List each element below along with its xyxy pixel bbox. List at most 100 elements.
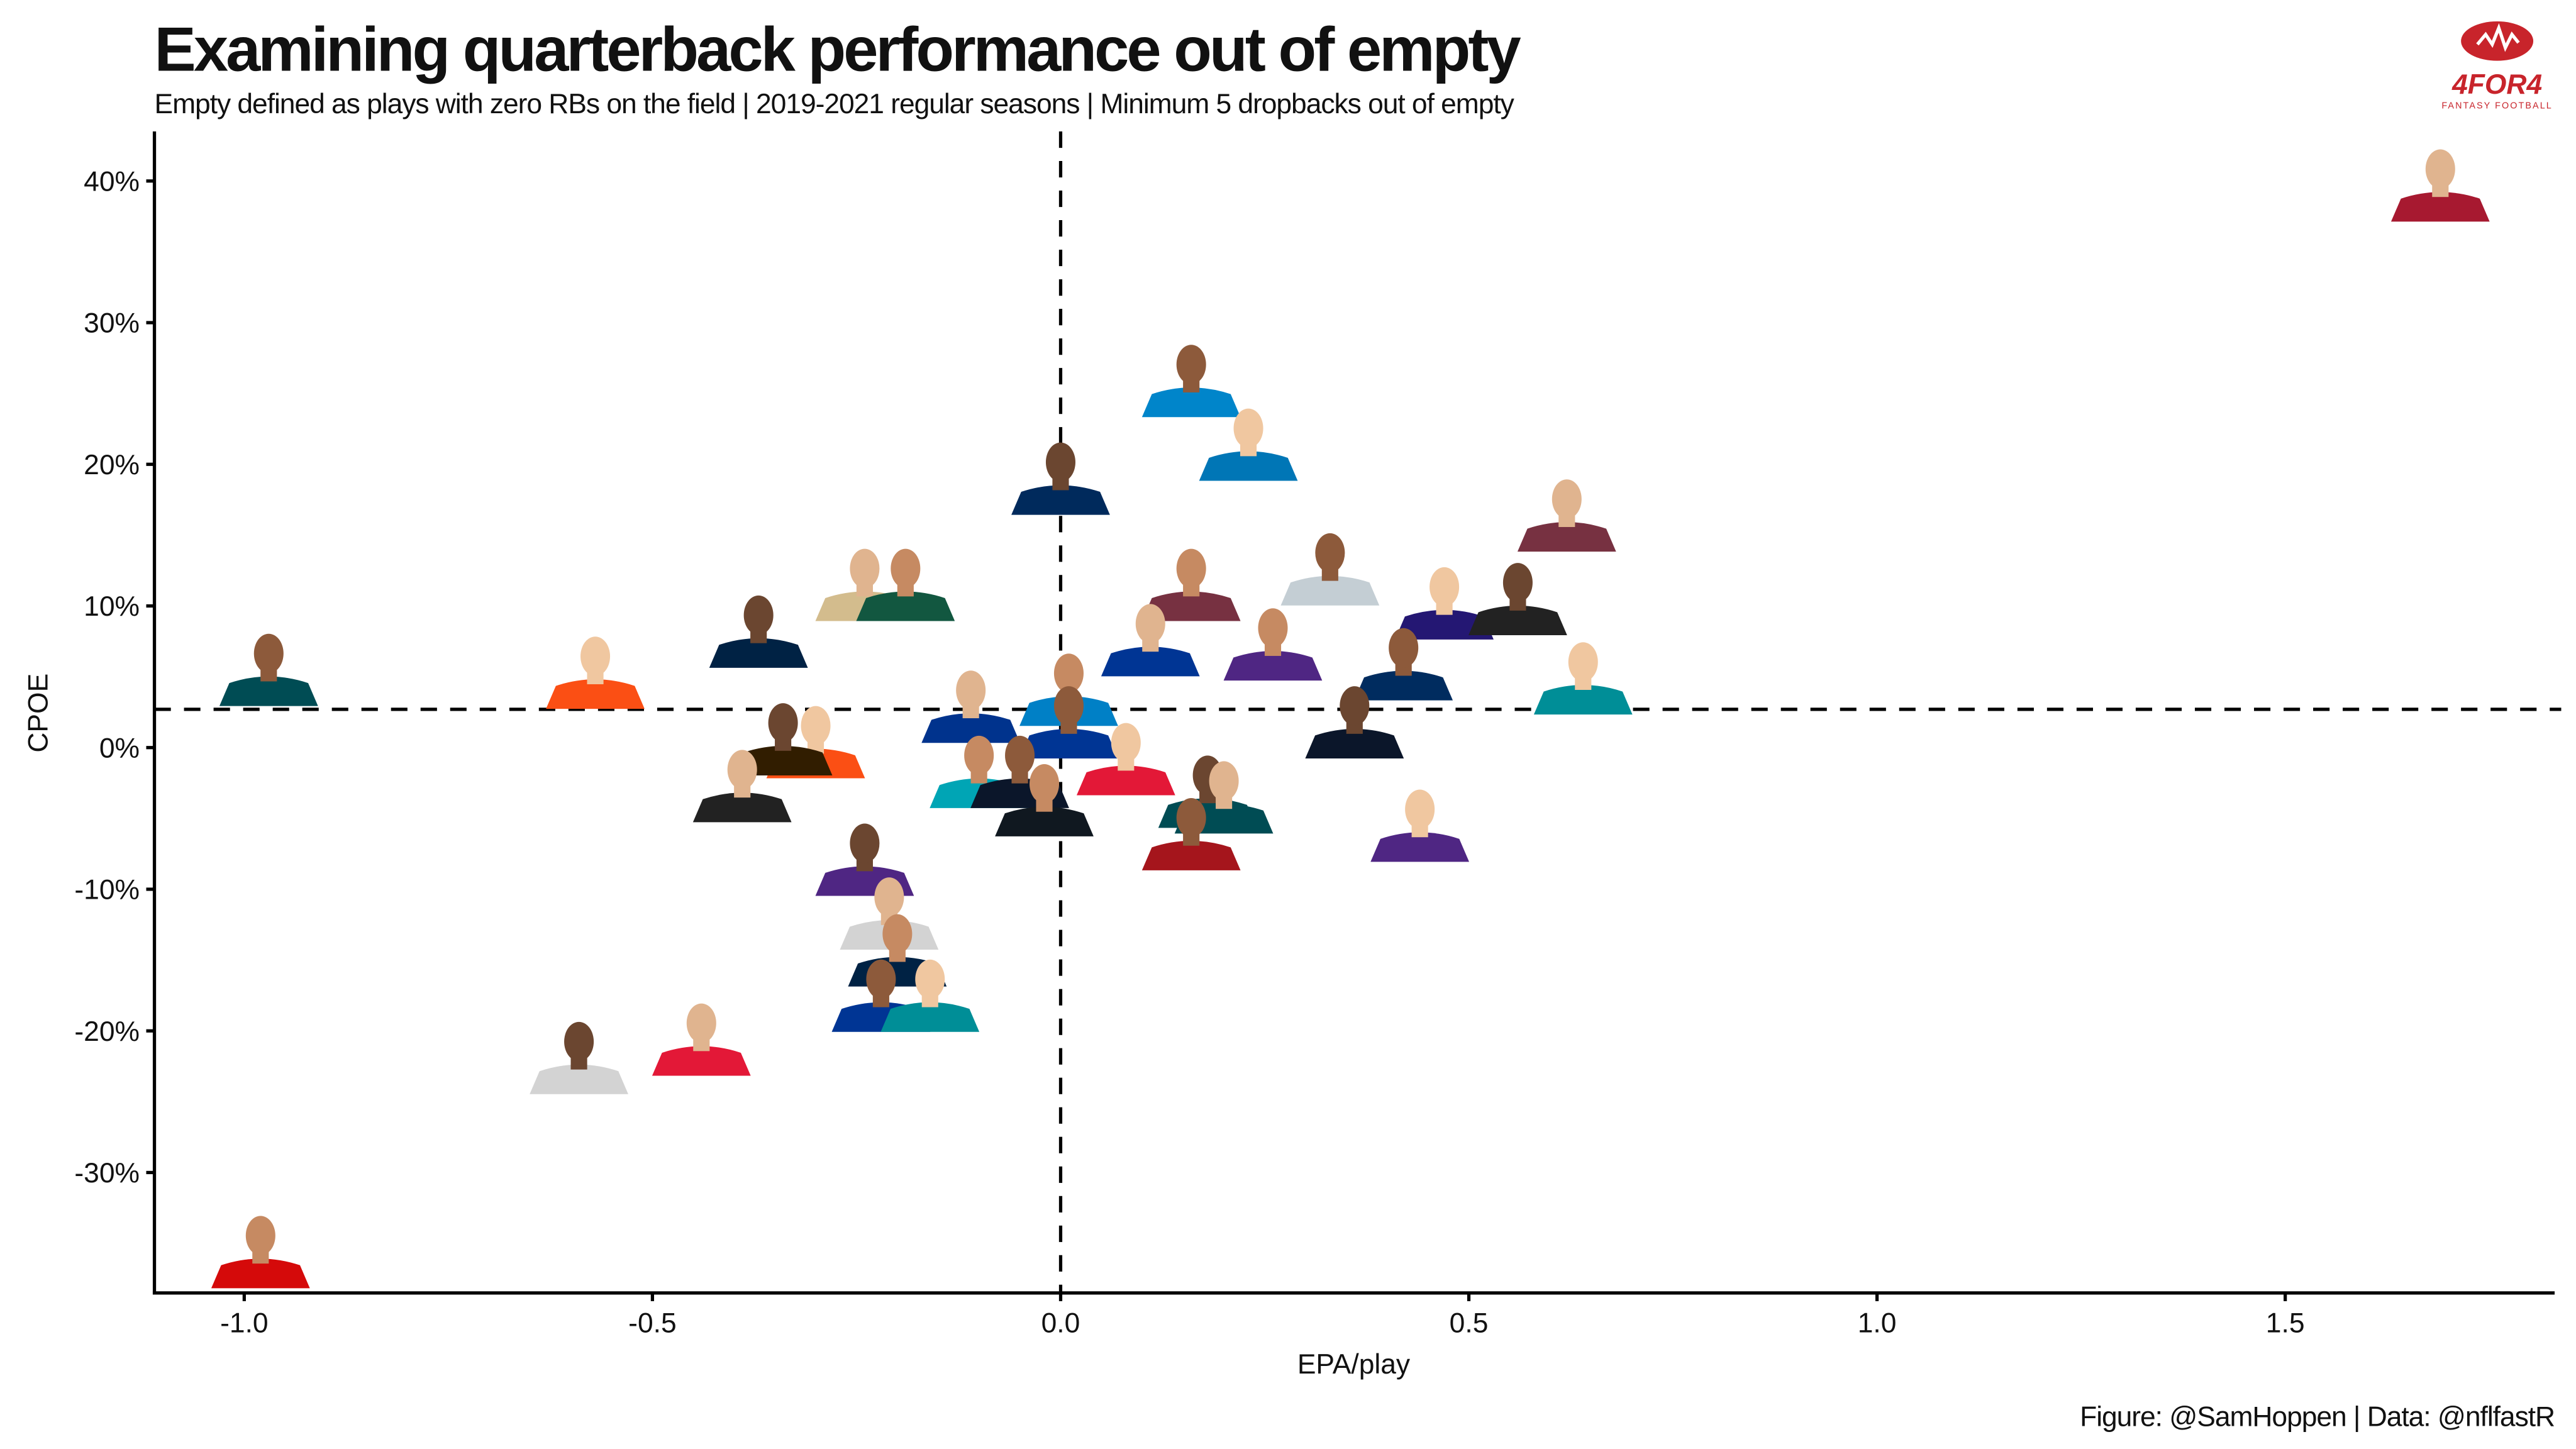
x-axis-label: EPA/play bbox=[1297, 1349, 1411, 1380]
x-tick-label: 0.5 bbox=[1450, 1308, 1489, 1339]
x-tick-label: 1.5 bbox=[2266, 1308, 2305, 1339]
x-tick-label: 0.0 bbox=[1041, 1308, 1080, 1339]
player-headshot-point bbox=[546, 636, 645, 709]
jersey-shape bbox=[1533, 685, 1633, 715]
head-shape bbox=[1389, 628, 1419, 668]
player-headshot-point bbox=[219, 633, 318, 706]
head-shape bbox=[253, 633, 284, 674]
head-shape bbox=[882, 914, 913, 954]
jersey-shape bbox=[1305, 728, 1404, 759]
y-ticks: 40% 30% 20% 10% 0% -10% -20% -30% bbox=[74, 166, 155, 1189]
player-headshot-point bbox=[1533, 642, 1633, 715]
player-headshot-point bbox=[211, 1216, 310, 1289]
jersey-shape bbox=[1370, 832, 1470, 862]
logo-tagline: FANTASY FOOTBALL bbox=[2441, 101, 2553, 111]
jersey-shape bbox=[1354, 670, 1453, 701]
player-headshot-point bbox=[995, 763, 1094, 836]
y-tick-label: 30% bbox=[84, 308, 140, 339]
points-layer bbox=[211, 149, 2490, 1289]
jersey-shape bbox=[211, 1258, 310, 1289]
head-shape bbox=[1005, 735, 1035, 775]
player-headshot-point bbox=[1354, 628, 1453, 701]
player-headshot-point bbox=[880, 959, 980, 1032]
jersey-shape bbox=[1141, 840, 1241, 870]
head-shape bbox=[1568, 642, 1598, 682]
head-shape bbox=[1045, 442, 1075, 482]
football-icon bbox=[2461, 21, 2534, 61]
head-shape bbox=[1405, 789, 1435, 830]
y-axis-label: CPOE bbox=[23, 674, 54, 753]
jersey-shape bbox=[1019, 728, 1118, 759]
player-headshot-point bbox=[921, 670, 1021, 743]
head-shape bbox=[245, 1216, 275, 1256]
jersey-shape bbox=[921, 713, 1021, 743]
player-headshot-point bbox=[1223, 608, 1323, 681]
head-shape bbox=[768, 703, 798, 743]
player-headshot-point bbox=[1280, 533, 1380, 606]
player-headshot-point bbox=[1019, 686, 1118, 759]
player-headshot-point bbox=[692, 750, 792, 823]
jersey-shape bbox=[1141, 591, 1241, 621]
head-shape bbox=[1053, 653, 1084, 693]
player-headshot-point bbox=[2390, 149, 2490, 222]
y-tick-label: 10% bbox=[84, 591, 140, 622]
head-shape bbox=[801, 706, 831, 746]
head-shape bbox=[956, 670, 986, 710]
x-tick-label: 1.0 bbox=[1858, 1308, 1897, 1339]
head-shape bbox=[1233, 408, 1263, 448]
chart-subtitle: Empty defined as plays with zero RBs on … bbox=[155, 89, 1515, 119]
player-headshot-point bbox=[530, 1021, 628, 1094]
jersey-shape bbox=[1517, 522, 1616, 552]
jersey-shape bbox=[1011, 485, 1110, 515]
head-shape bbox=[1053, 686, 1084, 726]
x-tick-label: -0.5 bbox=[628, 1308, 677, 1339]
player-headshot-point bbox=[1101, 604, 1200, 677]
player-headshot-point bbox=[709, 595, 808, 668]
jersey-shape bbox=[1280, 575, 1380, 606]
head-shape bbox=[891, 548, 921, 589]
head-shape bbox=[964, 735, 994, 775]
player-headshot-point bbox=[733, 703, 833, 776]
head-shape bbox=[1552, 479, 1582, 519]
jersey-shape bbox=[709, 638, 808, 668]
player-headshot-point bbox=[856, 548, 955, 621]
head-shape bbox=[1176, 548, 1206, 589]
player-headshot-point bbox=[1199, 408, 1298, 481]
x-tick-label: -1.0 bbox=[220, 1308, 269, 1339]
head-shape bbox=[743, 595, 774, 635]
player-headshot-point bbox=[1370, 789, 1470, 862]
jersey-shape bbox=[1141, 387, 1241, 418]
head-shape bbox=[2425, 149, 2455, 189]
caption: Figure: @SamHoppen | Data: @nflfastR bbox=[2080, 1401, 2555, 1432]
jersey-shape bbox=[733, 746, 833, 776]
head-shape bbox=[1209, 761, 1239, 801]
logo-4for4: 4FOR4 FANTASY FOOTBALL bbox=[2441, 21, 2553, 111]
head-shape bbox=[1340, 686, 1370, 726]
head-shape bbox=[580, 636, 611, 676]
jersey-shape bbox=[1468, 606, 1567, 636]
head-shape bbox=[564, 1021, 594, 1062]
jersey-shape bbox=[652, 1046, 751, 1076]
x-ticks: -1.0 -0.5 0.0 0.5 1.0 1.5 bbox=[220, 1292, 2305, 1339]
head-shape bbox=[1111, 723, 1141, 763]
head-shape bbox=[1176, 345, 1206, 384]
player-headshot-point bbox=[1011, 442, 1110, 515]
y-tick-label: -10% bbox=[74, 875, 140, 906]
y-tick-label: 40% bbox=[84, 166, 140, 197]
player-headshot-point bbox=[652, 1003, 751, 1076]
jersey-shape bbox=[1076, 765, 1175, 796]
jersey-shape bbox=[219, 676, 318, 706]
jersey-shape bbox=[1101, 647, 1200, 677]
logo-text: 4FOR4 bbox=[2451, 69, 2542, 100]
reference-lines bbox=[154, 131, 2562, 1293]
player-headshot-point bbox=[1076, 723, 1175, 796]
head-shape bbox=[1430, 567, 1460, 607]
head-shape bbox=[850, 823, 880, 863]
player-headshot-point bbox=[1141, 345, 1241, 418]
head-shape bbox=[1176, 797, 1206, 838]
jersey-shape bbox=[2390, 192, 2490, 222]
head-shape bbox=[874, 877, 904, 917]
y-tick-label: -30% bbox=[74, 1158, 140, 1189]
y-tick-label: 0% bbox=[99, 733, 140, 763]
